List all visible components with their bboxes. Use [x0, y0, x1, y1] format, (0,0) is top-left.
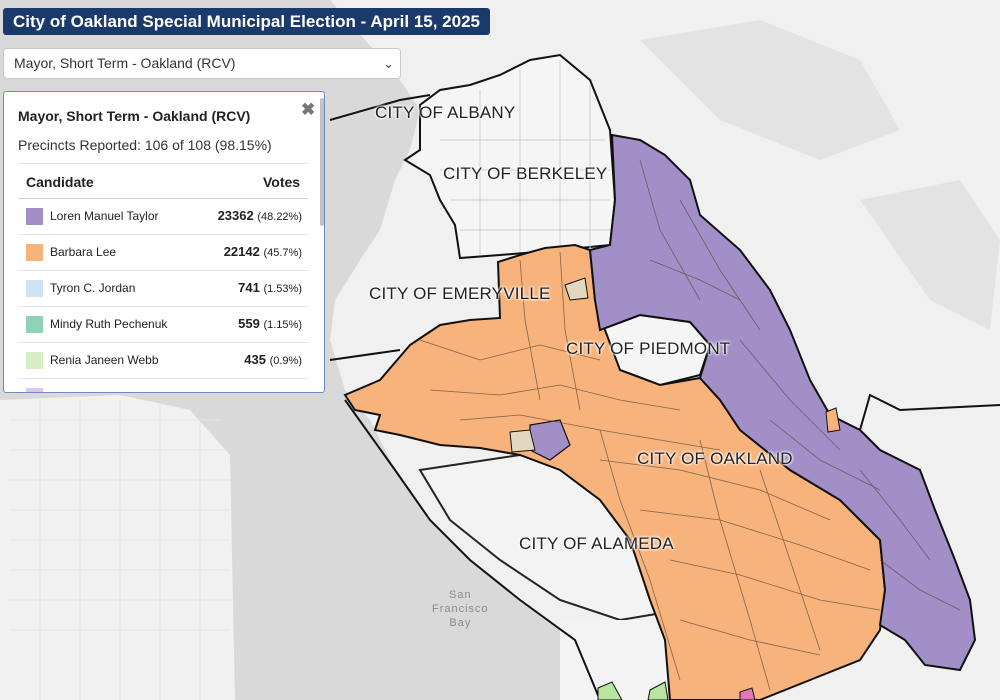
close-icon[interactable]: ✖	[301, 100, 316, 119]
candidate-votes: 559	[238, 316, 260, 331]
table-row[interactable]: Barbara Lee 22142 (45.7%)	[18, 235, 308, 271]
candidate-votes: 435	[244, 352, 266, 367]
label-albany: CITY OF ALBANY	[375, 103, 516, 122]
candidate-swatch	[26, 352, 43, 369]
candidate-swatch	[26, 208, 43, 225]
candidate-swatch	[26, 280, 43, 297]
table-row[interactable]: Tyron C. Jordan 741 (1.53%)	[18, 271, 308, 307]
candidate-votes: 741	[238, 280, 260, 295]
precinct-lines	[419, 159, 961, 691]
label-alameda: CITY OF ALAMEDA	[519, 534, 674, 553]
candidate-swatch	[26, 244, 43, 261]
panel-title: Mayor, Short Term - Oakland (RCV)	[18, 108, 251, 124]
table-row[interactable]: Mindy Ruth Pechenuk 559 (1.15%)	[18, 307, 308, 343]
candidate-swatch	[26, 388, 43, 392]
oakland-taylor-precincts	[588, 133, 977, 672]
candidate-name: Barbara Lee	[50, 245, 117, 259]
label-oakland: CITY OF OAKLAND	[637, 449, 793, 468]
panel-scrollbar[interactable]	[320, 98, 324, 226]
tie-precinct-north	[564, 277, 589, 301]
candidate-votes: 22142	[223, 244, 260, 259]
page-title: City of Oakland Special Municipal Electi…	[3, 8, 491, 35]
candidate-pct: (0.9%)	[269, 355, 302, 367]
candidate-name: Loren Manuel Taylor	[50, 209, 159, 223]
col-header-candidate: Candidate	[26, 174, 94, 190]
candidate-pct: (1.15%)	[263, 319, 302, 331]
candidate-name: Renia Janeen Webb	[50, 353, 159, 367]
header-divider	[18, 198, 308, 199]
candidate-pct: (1.53%)	[263, 283, 302, 295]
berkeley-boundary	[403, 53, 617, 260]
pink-precinct	[739, 687, 756, 700]
label-berkeley: CITY OF BERKELEY	[443, 164, 608, 183]
label-emeryville: CITY OF EMERYVILLE	[369, 284, 551, 303]
orange-precinct-east	[825, 407, 841, 433]
contest-select[interactable]: Mayor, Short Term - Oakland (RCV) ⌄	[3, 48, 401, 79]
table-row[interactable]: Renia Janeen Webb 435 (0.9%)	[18, 343, 308, 379]
candidate-pct: (48.22%)	[257, 211, 302, 223]
results-panel: Mayor, Short Term - Oakland (RCV) ✖ Prec…	[3, 91, 325, 393]
sf-land	[0, 395, 235, 700]
contest-select-value: Mayor, Short Term - Oakland (RCV)	[14, 55, 236, 71]
chevron-down-icon: ⌄	[383, 56, 394, 71]
table-row[interactable]: Loren Manuel Taylor 23362 (48.22%)	[18, 199, 308, 235]
candidate-votes: 23362	[217, 208, 254, 223]
candidate-pct: (45.7%)	[263, 247, 302, 259]
hills	[640, 20, 1000, 330]
county-boundary	[329, 94, 1000, 700]
precincts-reported: Precincts Reported: 106 of 108 (98.15%)	[18, 137, 272, 153]
label-piedmont: CITY OF PIEDMONT	[566, 339, 731, 358]
candidate-swatch	[26, 316, 43, 333]
green-precinct-2	[647, 681, 669, 700]
table-row[interactable]	[18, 379, 308, 392]
green-precinct-1	[597, 681, 623, 700]
divider	[18, 163, 308, 164]
label-sf-bay: San Francisco Bay	[432, 589, 489, 629]
tie-precinct	[509, 429, 536, 453]
col-header-votes: Votes	[263, 174, 301, 190]
candidate-name: Tyron C. Jordan	[50, 281, 136, 295]
sf-streets	[10, 400, 230, 700]
berkeley-streets	[440, 60, 610, 255]
candidate-name: Mindy Ruth Pechenuk	[50, 317, 168, 331]
bay-farm-island	[560, 620, 680, 700]
